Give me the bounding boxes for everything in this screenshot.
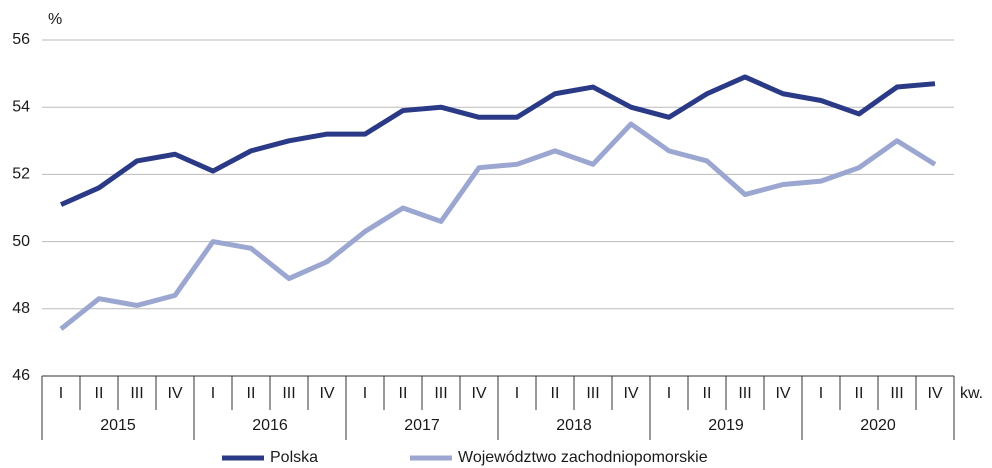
x-tick-label: IV xyxy=(167,385,182,402)
x-tick-label: I xyxy=(667,385,671,402)
year-label: 2020 xyxy=(860,417,896,434)
x-tick-label: IV xyxy=(927,385,942,402)
x-tick-label: I xyxy=(211,385,215,402)
x-tick-label: II xyxy=(95,385,104,402)
x-tick-label: IV xyxy=(319,385,334,402)
x-tick-label: IV xyxy=(623,385,638,402)
x-axis-label: kw. xyxy=(960,385,983,402)
x-tick-label: III xyxy=(738,385,751,402)
x-tick-label: II xyxy=(551,385,560,402)
x-tick-label: II xyxy=(399,385,408,402)
year-label: 2017 xyxy=(404,417,440,434)
legend-label: Polska xyxy=(270,449,318,466)
y-tick-label: 50 xyxy=(12,233,30,250)
legend-label: Województwo zachodniopomorskie xyxy=(458,449,708,466)
x-tick-label: III xyxy=(130,385,143,402)
y-axis-label: % xyxy=(48,11,62,28)
x-tick-label: I xyxy=(819,385,823,402)
x-tick-label: IV xyxy=(775,385,790,402)
x-tick-label: II xyxy=(855,385,864,402)
x-tick-label: I xyxy=(363,385,367,402)
y-tick-label: 48 xyxy=(12,300,30,317)
x-tick-label: III xyxy=(890,385,903,402)
y-tick-label: 54 xyxy=(12,98,30,115)
series-line xyxy=(59,121,937,331)
y-tick-label: 56 xyxy=(12,31,30,48)
x-tick-label: III xyxy=(282,385,295,402)
year-label: 2019 xyxy=(708,417,744,434)
x-tick-label: I xyxy=(515,385,519,402)
x-tick-label: III xyxy=(586,385,599,402)
year-label: 2016 xyxy=(252,417,288,434)
x-tick-label: II xyxy=(247,385,256,402)
y-tick-label: 52 xyxy=(12,166,30,183)
series-line xyxy=(59,74,936,207)
y-tick-label: 46 xyxy=(12,367,30,384)
x-tick-label: I xyxy=(59,385,63,402)
x-tick-label: IV xyxy=(471,385,486,402)
year-label: 2015 xyxy=(100,417,136,434)
year-label: 2018 xyxy=(556,417,592,434)
x-tick-label: II xyxy=(703,385,712,402)
x-tick-label: III xyxy=(434,385,447,402)
